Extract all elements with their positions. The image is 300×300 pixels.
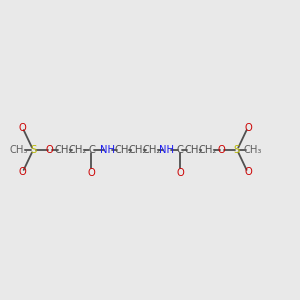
- Text: CH₂: CH₂: [199, 145, 217, 155]
- Text: CH₂: CH₂: [184, 145, 202, 155]
- Text: O: O: [46, 145, 54, 155]
- Text: O: O: [218, 145, 226, 155]
- Text: NH: NH: [159, 145, 174, 155]
- Text: C: C: [177, 145, 184, 155]
- Text: CH₂: CH₂: [114, 145, 132, 155]
- Text: O: O: [244, 167, 252, 177]
- Text: CH₃: CH₃: [243, 145, 262, 155]
- Text: CH₂: CH₂: [128, 145, 147, 155]
- Text: O: O: [176, 168, 184, 178]
- Text: CH₂: CH₂: [69, 145, 87, 155]
- Text: O: O: [244, 123, 252, 133]
- Text: O: O: [88, 168, 95, 178]
- Text: CH₂: CH₂: [142, 145, 161, 155]
- Text: CH₃: CH₃: [9, 145, 28, 155]
- Text: S: S: [30, 145, 37, 155]
- Text: C: C: [88, 145, 95, 155]
- Text: O: O: [18, 167, 26, 177]
- Text: CH₂: CH₂: [55, 145, 73, 155]
- Text: S: S: [234, 145, 240, 155]
- Text: NH: NH: [100, 145, 115, 155]
- Text: O: O: [18, 123, 26, 133]
